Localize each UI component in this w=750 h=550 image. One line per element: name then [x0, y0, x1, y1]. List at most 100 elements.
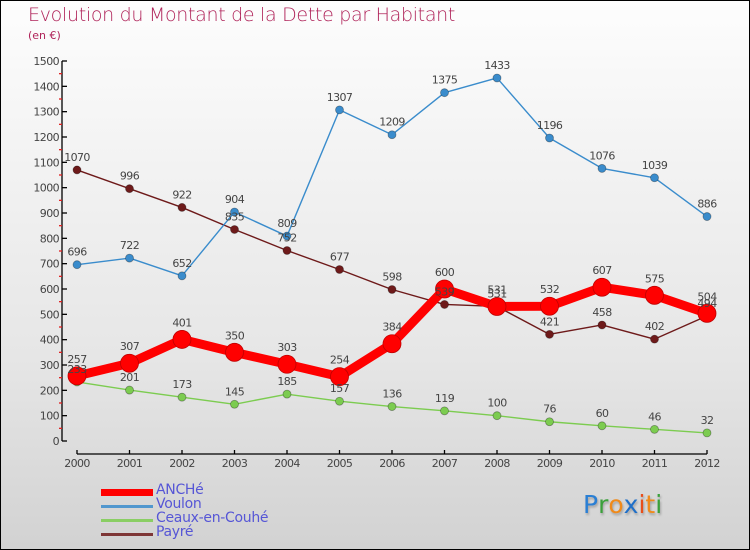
data-label: 1433: [484, 59, 510, 72]
data-point: [650, 424, 659, 434]
data-label: 677: [330, 250, 350, 263]
data-label: 201: [120, 371, 139, 384]
data-label: 254: [330, 354, 350, 367]
data-point: [382, 334, 402, 354]
series-voulon: [72, 73, 712, 281]
data-point: [225, 342, 244, 362]
data-label: 886: [697, 198, 717, 211]
data-point: [435, 279, 454, 299]
data-point: [282, 231, 292, 241]
data-point: [387, 402, 397, 411]
data-point: [702, 428, 712, 438]
value-labels: 1070 996 922 835 752 677 598 539 531 421 458 402 494…: [64, 59, 718, 427]
data-point: [125, 253, 134, 263]
series-line: [76, 77, 708, 277]
y-tick-label: 1300: [33, 106, 59, 119]
data-point: [540, 296, 559, 316]
data-label: 809: [277, 217, 297, 230]
data-label: 100: [487, 397, 507, 410]
data-label: 835: [225, 210, 245, 223]
axes: 0 100 200 300 400 500 600 700 800 900 1000 1100 1200…: [33, 55, 720, 470]
data-point: [440, 406, 449, 416]
data-point: [650, 173, 659, 183]
data-label: 1076: [589, 149, 615, 162]
data-point: [282, 246, 292, 255]
data-label: 1375: [432, 74, 458, 87]
y-tick-label: 1200: [33, 131, 59, 144]
x-tick-label: 2011: [642, 457, 668, 470]
logo-letter: i: [638, 490, 646, 519]
data-label: 185: [277, 375, 297, 388]
data-label: 607: [592, 264, 612, 277]
data-point: [72, 260, 82, 270]
legend-label: Ceaux-en-Couhé: [156, 510, 269, 526]
data-point: [545, 417, 554, 427]
data-label: 233: [67, 363, 87, 376]
data-point: [492, 73, 502, 83]
x-tick-label: 2001: [117, 457, 143, 470]
y-tick-label: 500: [40, 308, 60, 321]
data-point: [230, 399, 239, 409]
data-label: 60: [596, 407, 609, 420]
logo-letter: r: [598, 490, 609, 519]
y-tick-label: 600: [40, 283, 60, 296]
y-tick-label: 800: [40, 232, 60, 245]
x-tick-label: 2010: [589, 457, 615, 470]
data-point: [177, 203, 187, 212]
data-point: [72, 165, 82, 175]
legend-swatch: [101, 533, 153, 536]
data-point: [335, 396, 344, 406]
data-label: 119: [435, 392, 455, 405]
proxiti-logo: Proxiti: [583, 490, 662, 519]
x-tick-label: 2004: [274, 457, 300, 470]
data-point: [492, 411, 502, 421]
legend-label: Payré: [156, 524, 194, 540]
data-point: [597, 320, 607, 330]
x-tick-label: 2007: [432, 457, 458, 470]
legend-swatch: [101, 505, 153, 508]
data-point: [545, 133, 554, 143]
data-point: [440, 88, 449, 98]
data-label: 504: [697, 290, 717, 303]
logo-letter: i: [655, 490, 663, 519]
x-tick-label: 2012: [694, 457, 720, 470]
data-label: 421: [540, 315, 559, 328]
data-point: [387, 130, 397, 140]
data-point: [282, 389, 292, 399]
data-point: [645, 285, 664, 305]
x-tick-label: 2002: [169, 457, 195, 470]
data-label: 996: [120, 170, 140, 183]
data-point: [177, 392, 187, 402]
y-tick-label: 1500: [33, 55, 59, 68]
data-label: 1196: [537, 119, 563, 132]
legend-label: ANCHé: [156, 482, 204, 498]
chart-title: Evolution du Montant de la Dette par Hab…: [28, 4, 456, 26]
data-point: [597, 164, 607, 173]
data-point: [125, 385, 134, 395]
data-point: [387, 285, 397, 294]
data-label: 350: [225, 329, 245, 342]
chart-subtitle: (en €): [28, 29, 61, 42]
data-point: [277, 354, 297, 374]
series-anche: [67, 277, 717, 387]
data-point: [335, 265, 344, 274]
legend-swatch: [101, 519, 153, 522]
x-tick-label: 2008: [484, 457, 510, 470]
data-point: [67, 366, 87, 386]
data-label: 531: [487, 287, 506, 300]
y-tick-label: 200: [40, 384, 60, 397]
logo-letter: t: [645, 490, 656, 519]
data-label: 145: [225, 385, 245, 398]
y-tick-label: 700: [40, 258, 60, 271]
y-tick-label: 100: [40, 410, 60, 423]
data-label: 46: [648, 410, 661, 423]
x-tick-label: 2009: [537, 457, 563, 470]
data-label: 136: [382, 388, 402, 401]
data-point: [120, 353, 139, 373]
y-tick-label: 900: [40, 207, 60, 220]
data-label: 532: [540, 283, 559, 296]
data-point: [125, 184, 134, 194]
data-label: 401: [172, 316, 191, 329]
data-label: 1307: [327, 91, 353, 104]
